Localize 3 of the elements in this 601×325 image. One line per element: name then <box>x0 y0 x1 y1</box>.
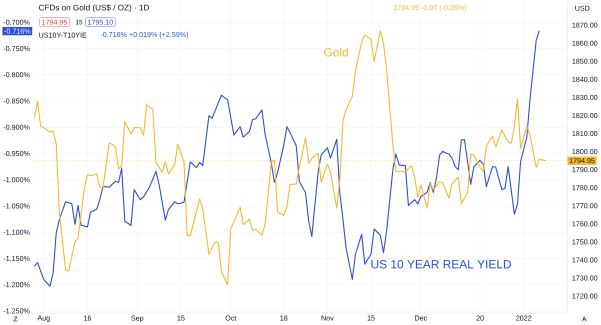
series-label: Gold <box>324 48 348 56</box>
series-label: US 10 YEAR REAL YIELD <box>371 260 511 268</box>
chart-title: CFDs on Gold (US$ / OZ) · 1D <box>39 4 149 12</box>
